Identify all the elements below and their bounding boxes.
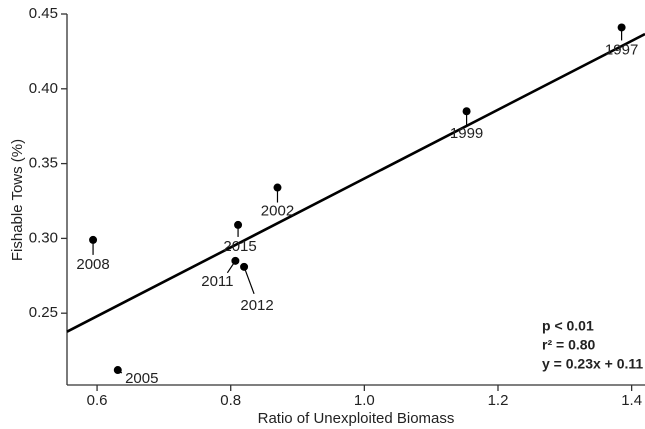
point (240, 262, 249, 271)
y-tick-label: 0.45 (29, 5, 58, 22)
point-label: 2005 (125, 370, 158, 387)
point (234, 220, 243, 229)
annotation: p < 0.01 (542, 318, 594, 334)
point-label: 2015 (223, 238, 256, 255)
y-tick-label: 0.40 (29, 80, 58, 97)
y-tick-label: 0.25 (29, 304, 58, 321)
point (231, 256, 240, 265)
point (113, 366, 122, 375)
y-axis-title: Fishable Tows (%) (9, 139, 26, 261)
x-tick-label: 0.6 (87, 392, 108, 409)
x-axis-title: Ratio of Unexploited Biomass (258, 410, 455, 427)
point-label: 2012 (240, 297, 273, 314)
point-label: 1999 (450, 125, 483, 142)
point (273, 183, 282, 192)
x-tick-label: 1.4 (621, 392, 642, 409)
point-label: 2002 (261, 203, 294, 220)
fit-line (66, 32, 645, 333)
point (617, 23, 626, 32)
point-label: 1997 (605, 41, 638, 58)
y-tick-label: 0.35 (29, 155, 58, 172)
point (462, 107, 471, 116)
x-tick-label: 1.0 (354, 392, 375, 409)
annotation: r² = 0.80 (542, 337, 596, 353)
point (89, 235, 98, 244)
y-tick-label: 0.30 (29, 229, 58, 246)
annotation: y = 0.23x + 0.11 (542, 356, 643, 372)
x-tick-label: 0.8 (220, 392, 241, 409)
point-label: 2008 (76, 256, 109, 273)
point-label: 2011 (201, 273, 233, 290)
leader-line (243, 266, 255, 295)
x-tick-label: 1.2 (488, 392, 509, 409)
